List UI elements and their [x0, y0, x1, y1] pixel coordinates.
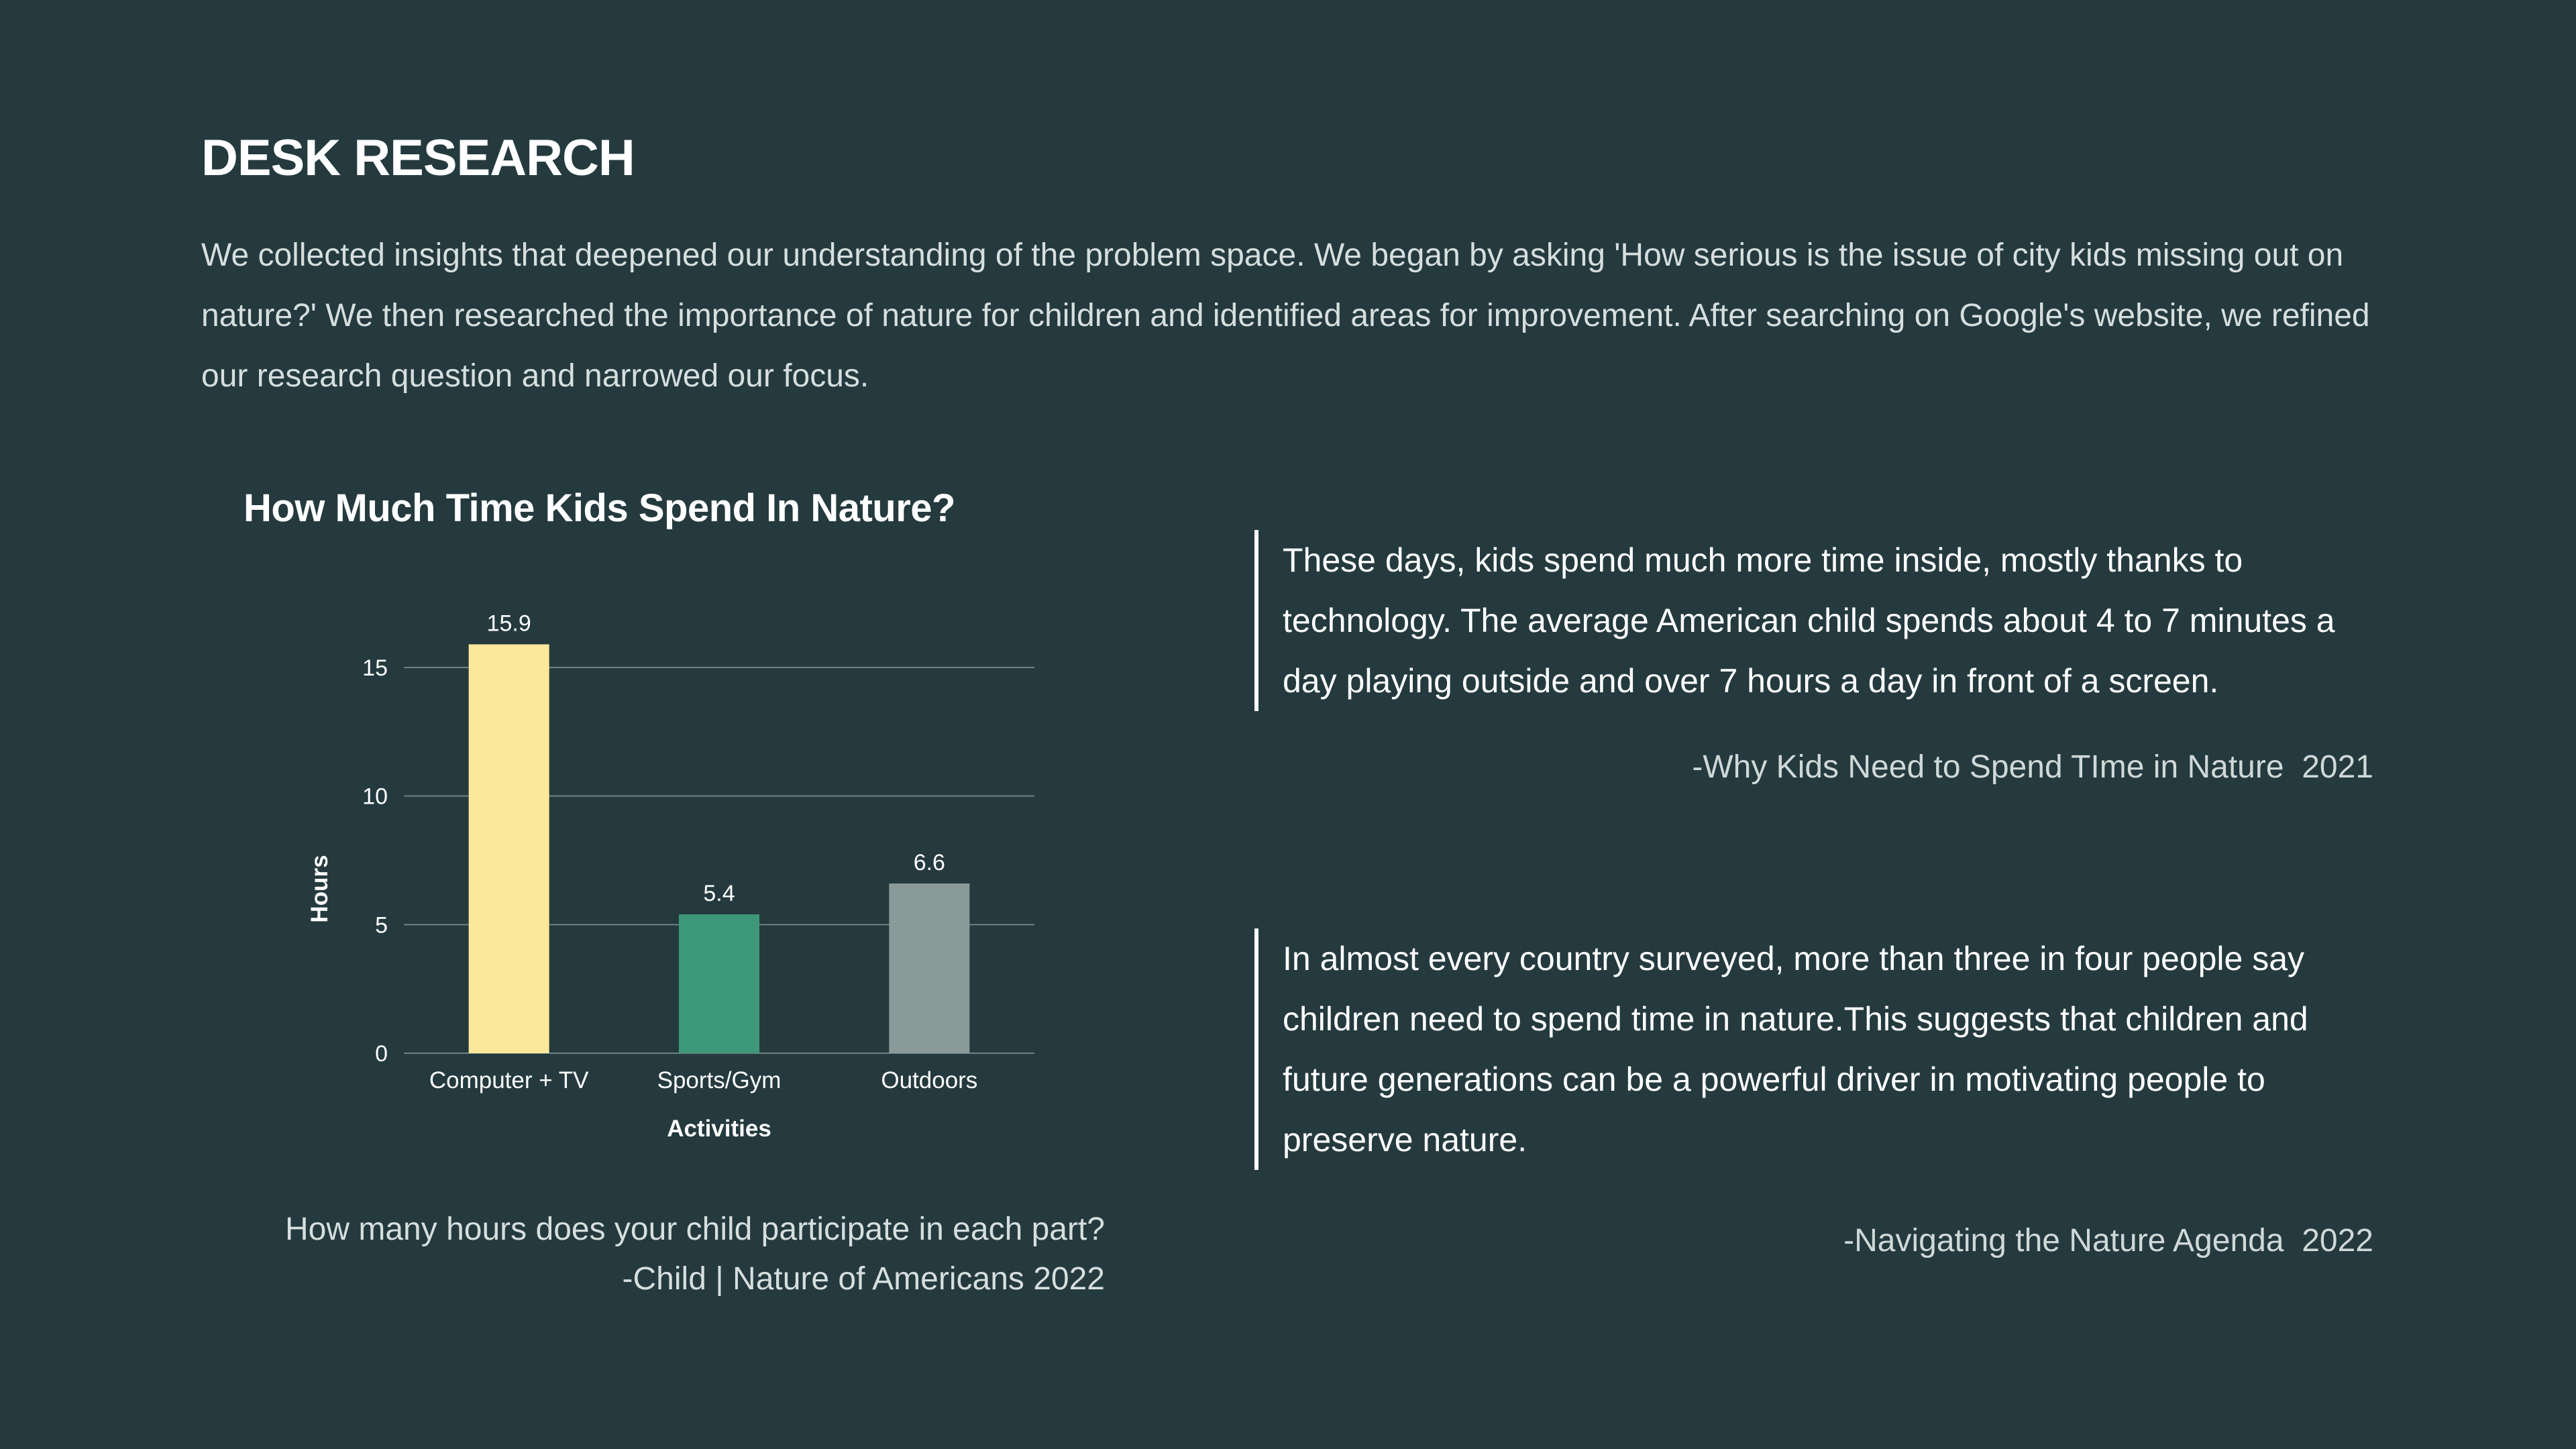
bar [889, 883, 970, 1053]
section-heading: DESK RESEARCH [201, 129, 635, 186]
quote-text: These days, kids spend much more time in… [1283, 541, 2335, 700]
x-axis-label: Activities [667, 1116, 771, 1142]
intro-paragraph: We collected insights that deepened our … [201, 237, 2370, 394]
y-tick-label: 15 [362, 655, 388, 681]
x-tick-label: Computer + TV [429, 1067, 589, 1093]
chart-caption: How many hours does your child participa… [201, 1205, 1105, 1304]
y-tick-label: 5 [375, 912, 388, 938]
bar [468, 644, 549, 1053]
y-axis-label: Hours [307, 855, 333, 922]
x-tick-label: Sports/Gym [657, 1067, 782, 1093]
data-label: 15.9 [487, 611, 531, 637]
quote-text: In almost every country surveyed, more t… [1283, 940, 2308, 1159]
quote-block: In almost every country surveyed, more t… [1254, 928, 2395, 1170]
quote-block: These days, kids spend much more time in… [1254, 530, 2395, 711]
quote-source: -Why Kids Need to Spend TIme in Nature 2… [1692, 749, 2373, 785]
quote-source: -Navigating the Nature Agenda 2022 [1843, 1223, 2373, 1258]
data-label: 5.4 [703, 881, 735, 906]
data-label: 6.6 [914, 850, 945, 875]
y-tick-label: 0 [375, 1041, 388, 1067]
bar [679, 914, 759, 1053]
chart-caption-question: How many hours does your child participa… [285, 1212, 1105, 1247]
bar-chart: 0 5 10 15 15.9 Computer + TV 5.4 Sports/Gym 6.6 O… [307, 611, 1034, 1142]
x-tick-label: Outdoors [881, 1067, 977, 1093]
y-tick-label: 10 [362, 784, 388, 810]
chart-title: How Much Time Kids Spend In Nature? [244, 486, 955, 530]
chart-caption-source: -Child | Nature of Americans 2022 [622, 1261, 1105, 1297]
